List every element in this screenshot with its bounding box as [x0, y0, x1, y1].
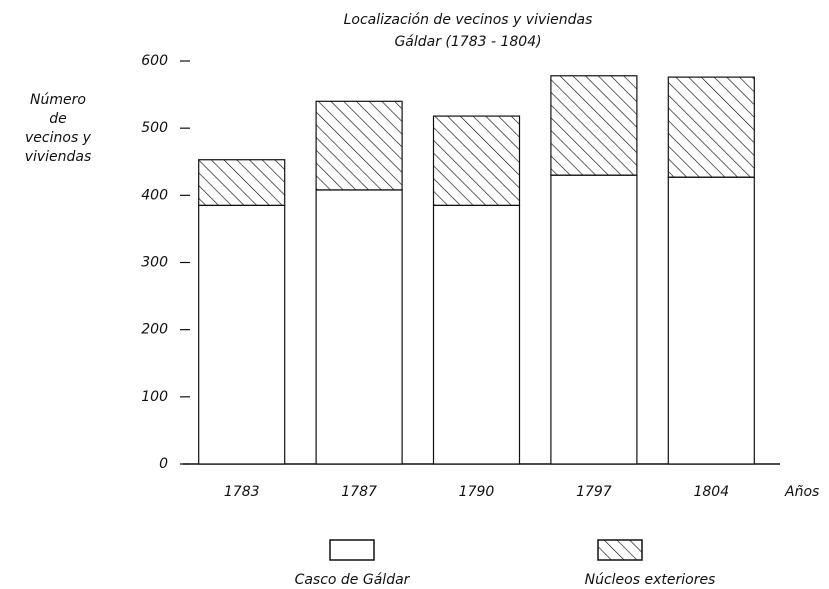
- y-tick-label: 400: [141, 187, 168, 203]
- bar-segment: [667, 176, 755, 465]
- bar-segment: [550, 174, 638, 465]
- bar-segment: [315, 189, 403, 465]
- x-axis-label: Años: [784, 484, 819, 500]
- x-tick-label: 1790: [459, 484, 495, 500]
- y-axis-label: viviendas: [25, 149, 92, 165]
- legend-swatch: [597, 539, 643, 561]
- bar-segment: [432, 204, 521, 465]
- bar-segment: [432, 115, 521, 207]
- y-tick-label: 500: [141, 120, 168, 136]
- y-axis-label: Número: [30, 92, 86, 108]
- y-tick-label: 600: [141, 53, 168, 69]
- y-axis-label: vecinos y: [25, 130, 92, 146]
- legend-label: Casco de Gáldar: [295, 572, 411, 588]
- bar-segment: [550, 75, 638, 176]
- y-axis-label: de: [49, 111, 67, 127]
- y-tick-label: 100: [141, 389, 168, 405]
- chart-subtitle: Gáldar (1783 - 1804): [394, 34, 541, 50]
- bar-segment: [315, 100, 403, 191]
- x-tick-label: 1804: [693, 484, 729, 500]
- y-tick-label: 0: [159, 456, 168, 472]
- legend-swatch: [329, 539, 375, 561]
- x-tick-label: 1797: [576, 484, 612, 500]
- y-tick-label: 200: [141, 322, 168, 338]
- y-tick-label: 300: [141, 255, 168, 271]
- bar-segment: [198, 159, 286, 207]
- chart-title: Localización de vecinos y viviendas: [344, 12, 593, 28]
- bar-segment: [198, 204, 286, 465]
- x-tick-label: 1787: [341, 484, 377, 500]
- x-tick-label: 1783: [224, 484, 260, 500]
- legend-label: Núcleos exteriores: [585, 572, 716, 588]
- bar-segment: [667, 76, 755, 178]
